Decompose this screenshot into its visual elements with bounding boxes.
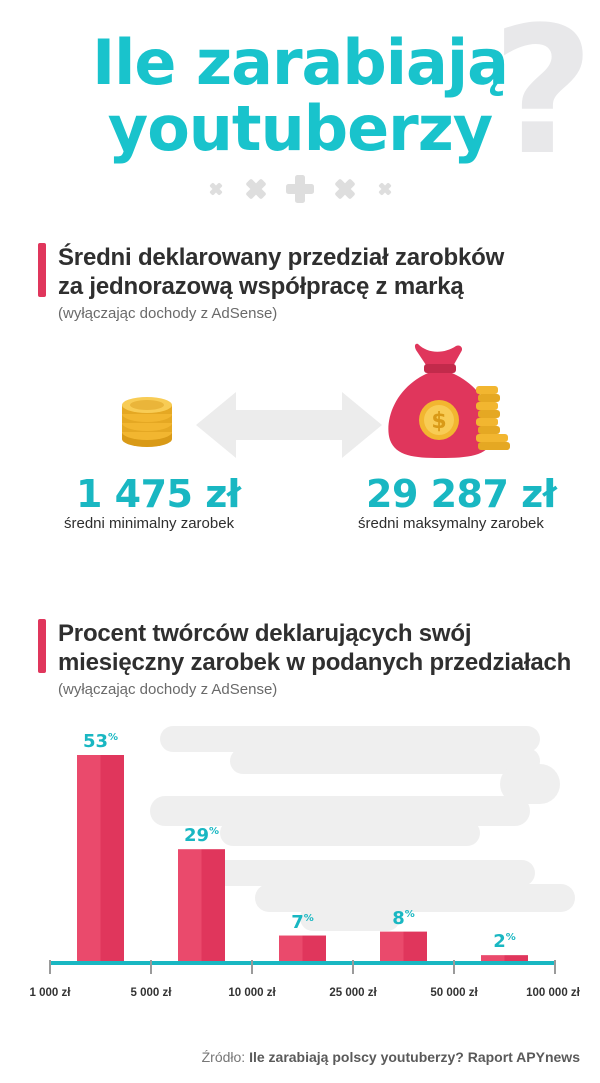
coin-stack-icon [122, 397, 172, 447]
chart-bar [481, 955, 528, 963]
source-prefix: Źródło: [201, 1049, 246, 1065]
max-earnings-caption: średni maksymalny zarobek [358, 515, 544, 532]
section-1-marker [38, 243, 46, 297]
chart-tick-label: 1 000 zł [29, 987, 71, 999]
chart-bar [380, 931, 427, 963]
chart-tick [352, 960, 354, 974]
decorative-crosses-icon [209, 175, 392, 203]
section-2-title-line-1: Procent twórców deklarujących swój [58, 620, 472, 647]
chart-tick-label: 10 000 zł [228, 987, 276, 999]
min-earnings-value: 1 475 zł [76, 472, 241, 516]
chart-bar [279, 935, 326, 963]
chart-value-label: 53% [82, 731, 119, 752]
chart-tick [49, 960, 51, 974]
chart-tick [251, 960, 253, 974]
chart-tick [453, 960, 455, 974]
chart-tick-label: 50 000 zł [430, 987, 478, 999]
chart-tick-label: 100 000 zł [526, 987, 580, 999]
chart-value-label: 29% [183, 825, 220, 847]
chart-value-label: 7% [291, 911, 314, 933]
source-note: Źródło: Ile zarabiają polscy youtuberzy?… [202, 1049, 580, 1065]
chart-background-clouds [150, 726, 575, 931]
section-2-title-line-2: miesięczny zarobek w podanych przedziała… [58, 649, 572, 676]
money-bag-icon: $ [388, 343, 510, 458]
chart-tick [554, 960, 556, 974]
chart-axis-line [50, 961, 555, 965]
svg-text:$: $ [431, 409, 446, 434]
source-text: Ile zarabiają polscy youtuberzy? Raport … [249, 1049, 580, 1065]
section-1-title-line-2: za jednorazową współpracę z marką [58, 273, 464, 300]
chart-bar [77, 755, 124, 963]
min-earnings-caption: średni minimalny zarobek [64, 515, 235, 532]
section-2-marker [38, 619, 46, 673]
chart-tick [150, 960, 152, 974]
chart-tick-label: 5 000 zł [130, 987, 172, 999]
bar-chart [49, 726, 575, 974]
section-1-title-line-1: Średni deklarowany przedział zarobków [58, 244, 505, 271]
chart-tick-label: 25 000 zł [329, 987, 377, 999]
page-title-line-1: Ile zarabiają [92, 26, 509, 99]
chart-value-label: 8% [392, 907, 415, 929]
question-mark: ? [492, 0, 595, 194]
section-2-subtitle: (wyłączając dochody z AdSense) [58, 681, 278, 698]
title-block: ? Ile zarabiają youtuberzy [0, 4, 600, 180]
page-title-line-2: youtuberzy [107, 92, 493, 165]
section-1-subtitle: (wyłączając dochody z AdSense) [58, 305, 278, 322]
chart-value-label: 2% [493, 931, 516, 953]
max-earnings-value: 29 287 zł [366, 472, 557, 516]
chart-bar [178, 849, 225, 963]
double-arrow-icon [196, 392, 382, 458]
